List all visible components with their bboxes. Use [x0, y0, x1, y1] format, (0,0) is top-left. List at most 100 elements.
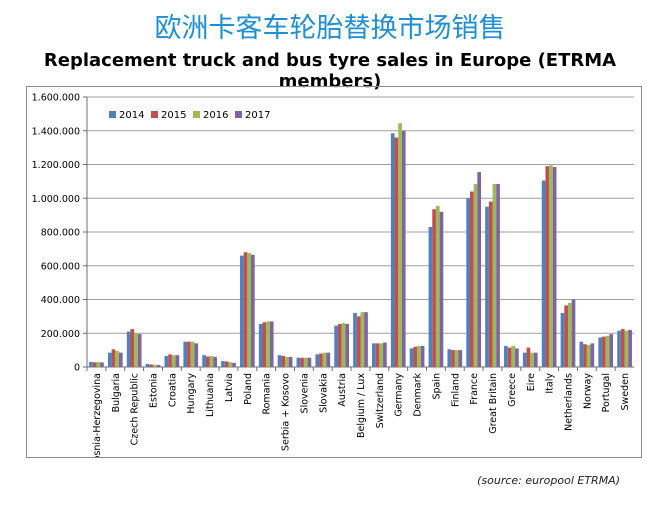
bar-2015 [526, 347, 531, 367]
bar-2016 [96, 362, 101, 367]
bar-2015 [205, 356, 210, 367]
legend-label-2017: 2017 [245, 110, 270, 121]
bar-2015 [451, 350, 455, 367]
x-tick-label: Czech Republic [130, 373, 141, 445]
page-title-chinese: 欧洲卡客车轮胎替换市场销售 [154, 13, 506, 44]
legend-swatch-2016 [193, 111, 200, 118]
bar-2015 [375, 343, 380, 367]
bar-2015 [224, 361, 229, 367]
bar-2015 [356, 316, 361, 367]
x-tick-label: Denmark [413, 373, 424, 417]
bar-2014 [221, 361, 225, 367]
bar-2014 [390, 133, 395, 367]
bar-2016 [171, 355, 176, 367]
bar-2015 [488, 201, 493, 367]
bar-2017 [345, 323, 349, 367]
bar-2014 [126, 331, 131, 367]
x-tick-label: Great Britain [488, 373, 499, 434]
bar-2017 [590, 343, 595, 367]
bar-2014 [183, 341, 188, 367]
bar-2017 [288, 356, 293, 367]
bar-2014 [239, 255, 244, 367]
bar-2016 [190, 341, 195, 367]
x-tick-label: Slovenia [299, 373, 310, 413]
bar-2014 [504, 345, 508, 367]
x-tick-label: Slovakia [318, 373, 329, 413]
x-tick-label: Estonia [149, 373, 160, 408]
x-tick-label: Greece [507, 373, 518, 407]
bar-2014 [485, 206, 489, 367]
x-tick-label: Lithuania [205, 373, 216, 417]
x-tick-label: Bulgaria [111, 373, 122, 412]
bar-2017 [571, 299, 576, 367]
bar-2017 [232, 362, 236, 367]
bar-2017 [420, 345, 425, 367]
bar-2017 [156, 364, 161, 367]
x-tick-label: Serbia + Kosovo [281, 373, 292, 451]
bar-2014 [315, 354, 320, 367]
bar-2016 [549, 165, 553, 367]
x-tick-label: Croatia [167, 373, 178, 407]
bar-2014 [372, 343, 376, 367]
bar-2017 [307, 357, 312, 367]
bar-2017 [477, 172, 482, 367]
y-tick-label: 800.000 [41, 228, 80, 239]
bar-2016 [341, 323, 346, 367]
x-tick-label: Finland [450, 373, 461, 407]
bar-2014 [560, 313, 565, 367]
bar-2015 [337, 323, 342, 367]
legend-label-2015: 2015 [161, 110, 186, 121]
y-tick-label: 0 [74, 363, 80, 374]
x-tick-label: Bosnia-Herzegovina [92, 373, 103, 457]
bar-2016 [398, 123, 402, 367]
bar-2015 [168, 354, 172, 367]
bar-2015 [583, 344, 587, 367]
bar-2014 [145, 363, 150, 367]
bar-2016 [379, 343, 384, 367]
bar-2016 [247, 253, 252, 367]
bar-2014 [164, 356, 169, 367]
bar-2015 [319, 353, 323, 367]
bar-2016 [285, 356, 289, 367]
bar-2017 [439, 211, 444, 367]
bar-2017 [533, 352, 538, 367]
legend-swatch-2017 [235, 111, 242, 118]
x-tick-label: Germany [394, 373, 405, 417]
bar-2016 [322, 352, 327, 367]
y-tick-label: 600.000 [41, 261, 80, 272]
bar-2016 [605, 335, 610, 367]
bar-2016 [624, 330, 629, 367]
bar-2014 [107, 352, 112, 367]
bar-2016 [303, 357, 308, 367]
chart-area: 0 200.000 400.000 600.000 800.000 1.000.000 1.… [26, 86, 642, 458]
bar-2017 [100, 362, 104, 367]
x-tick-label: Hungary [186, 373, 197, 414]
bar-2014 [541, 180, 546, 367]
bar-2014 [334, 325, 338, 367]
bar-2014 [428, 226, 433, 367]
y-tick-label: 1.000.000 [32, 194, 80, 205]
bar-2015 [469, 191, 474, 367]
bar-2015 [394, 137, 399, 367]
y-tick-label: 1.200.000 [32, 160, 80, 171]
legend-label-2014: 2014 [119, 110, 144, 121]
bar-2015 [432, 209, 436, 367]
bar-2015 [262, 322, 267, 367]
bar-2014 [579, 341, 584, 367]
bar-2014 [353, 313, 357, 367]
y-tick-label: 1.400.000 [32, 126, 80, 137]
bar-2017 [515, 348, 519, 367]
bar-2016 [435, 205, 440, 367]
bar-chart: 0 200.000 400.000 600.000 800.000 1.000.000 1.… [32, 93, 634, 457]
bar-2016 [454, 350, 459, 367]
bar-2016 [153, 364, 157, 367]
bar-2017 [118, 352, 123, 367]
bar-2017 [628, 329, 632, 367]
bar-2016 [360, 312, 365, 367]
x-tick-label: Belgium / Lux [356, 373, 367, 438]
bar-2016 [417, 345, 421, 367]
bar-2014 [466, 198, 470, 367]
bar-2017 [552, 167, 557, 367]
bar-2015 [620, 329, 625, 367]
bar-2017 [175, 355, 180, 367]
